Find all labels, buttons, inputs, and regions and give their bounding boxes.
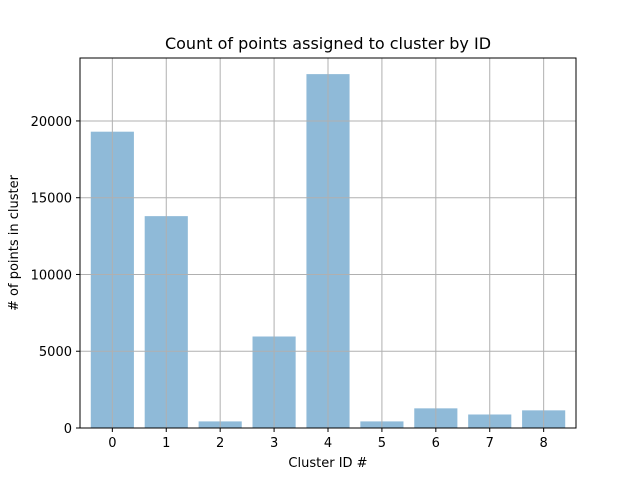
x-tick-label: 3 (270, 436, 278, 451)
x-tick-label: 2 (216, 436, 224, 451)
x-tick-label: 8 (540, 436, 548, 451)
x-tick-label: 4 (324, 436, 332, 451)
y-tick-label: 15000 (31, 192, 72, 207)
x-tick-label: 1 (162, 436, 170, 451)
x-tick-label: 7 (486, 436, 494, 451)
x-axis-label: Cluster ID # (288, 456, 367, 471)
axis-ticks: 0 1 2 3 4 5 6 7 8 0 5000 10000 15000 20000 (31, 115, 548, 451)
y-tick-label: 0 (64, 422, 72, 437)
x-tick-label: 6 (432, 436, 440, 451)
x-tick-label: 5 (378, 436, 386, 451)
y-tick-label: 20000 (31, 115, 72, 130)
y-tick-label: 5000 (39, 345, 72, 360)
chart-title: Count of points assigned to cluster by I… (165, 34, 491, 53)
y-axis-label: # of points in cluster (7, 174, 22, 311)
grid-lines (80, 58, 576, 429)
y-tick-label: 10000 (31, 268, 72, 283)
x-tick-label: 0 (108, 436, 116, 451)
